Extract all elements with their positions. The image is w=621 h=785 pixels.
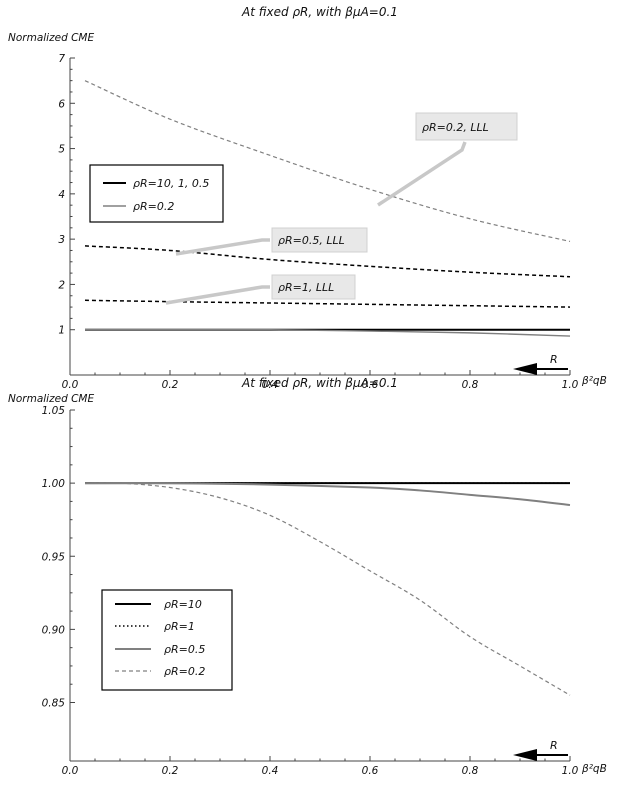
y-tick-label: 3 (58, 234, 65, 246)
callout-label: ρR=1, LLL (278, 281, 334, 294)
callout-box (415, 112, 518, 141)
y-tick-label: 2 (58, 279, 65, 291)
axis-ticks: 0.0 0.2 0.4 0.6 0.8 1.0 0.85 0.90 0.95 1.00 1.05 (42, 405, 579, 777)
y-tick-label: 0.85 (42, 698, 66, 710)
y-tick-label: 1.00 (42, 478, 66, 490)
series-line-3 (84, 482, 571, 696)
x-tick-label: 0.6 (362, 379, 379, 391)
x-tick-label: 0.6 (362, 765, 379, 777)
legend: ρR=10, 1, 0.5 ρR=0.2 (89, 164, 224, 223)
y-tick-label: 0.95 (42, 551, 66, 563)
r-arrow-indicator: R (513, 739, 568, 761)
callout-rho-0.2: ρR=0.2, LLL (377, 112, 518, 207)
legend-label: ρR=10 (164, 598, 202, 611)
y-tick-label: 1.05 (42, 405, 66, 417)
y-axis-label: Normalized CME (8, 32, 94, 44)
x-tick-label: 0.4 (262, 379, 279, 391)
x-tick-label: 1.0 (562, 765, 579, 777)
legend-label: ρR=1 (164, 620, 195, 633)
x-tick-label: 0.0 (62, 379, 79, 391)
series-line-1 (85, 328, 571, 337)
y-tick-label: 6 (58, 98, 65, 110)
legend-label: ρR=10, 1, 0.5 (133, 177, 209, 190)
x-tick-label: 0.8 (462, 765, 479, 777)
y-tick-label: 1 (58, 325, 65, 337)
callout-box (271, 227, 368, 253)
chart-title: At fixed ρR, with βμA=0.1 (241, 5, 398, 19)
x-tick-label: 1.0 (562, 379, 579, 391)
callout-box (271, 274, 356, 300)
legend: ρR=10 ρR=1 ρR=0.5 ρR=0.2 (101, 589, 233, 691)
y-tick-label: 5 (58, 144, 65, 156)
callout-label: ρR=0.5, LLL (278, 234, 345, 247)
arrow-label: R (550, 739, 558, 752)
chart-top: At fixed ρR, with βμA=0.1 Normalized CME… (8, 5, 607, 391)
x-tick-label: 0.8 (462, 379, 479, 391)
chart-title: At fixed ρR, with βμA=0.1 (241, 376, 398, 390)
annotation-callouts: ρR=0.2, LLL ρR=0.5, LLL ρR=1, LLL (165, 112, 518, 305)
series-line-2 (84, 482, 571, 507)
y-tick-label: 7 (58, 53, 65, 65)
x-axis-label: β²qB (581, 375, 607, 387)
legend-label: ρR=0.2 (133, 200, 174, 213)
series-line-2 (84, 80, 571, 242)
axis-ticks: 0.0 0.2 0.4 0.6 0.8 1.0 1 2 3 4 5 6 7 (58, 53, 578, 391)
legend-label: ρR=0.5 (164, 643, 205, 656)
y-tick-label: 4 (58, 189, 65, 201)
chart-bottom: At fixed ρR, with βμA=0.1 Normalized CME… (8, 376, 607, 777)
callout-rho-1: ρR=1, LLL (165, 274, 356, 305)
callout-rho-0.5: ρR=0.5, LLL (175, 227, 368, 256)
arrow-label: R (550, 353, 558, 366)
data-curves (84, 482, 571, 696)
x-tick-label: 0.2 (162, 765, 179, 777)
x-tick-label: 0.4 (262, 765, 279, 777)
arrow-head (513, 363, 537, 375)
series-line-3 (84, 245, 571, 278)
y-axis-label: Normalized CME (8, 393, 94, 405)
x-tick-label: 0.0 (62, 765, 79, 777)
arrow-head (513, 749, 537, 761)
r-arrow-indicator: R (513, 353, 568, 375)
y-tick-label: 0.90 (42, 624, 66, 636)
legend-label: ρR=0.2 (164, 665, 205, 678)
callout-label: ρR=0.2, LLL (422, 121, 489, 134)
x-tick-label: 0.2 (162, 379, 179, 391)
x-axis-label: β²qB (581, 763, 607, 775)
series-line-4 (84, 299, 571, 308)
data-curves (84, 80, 571, 337)
